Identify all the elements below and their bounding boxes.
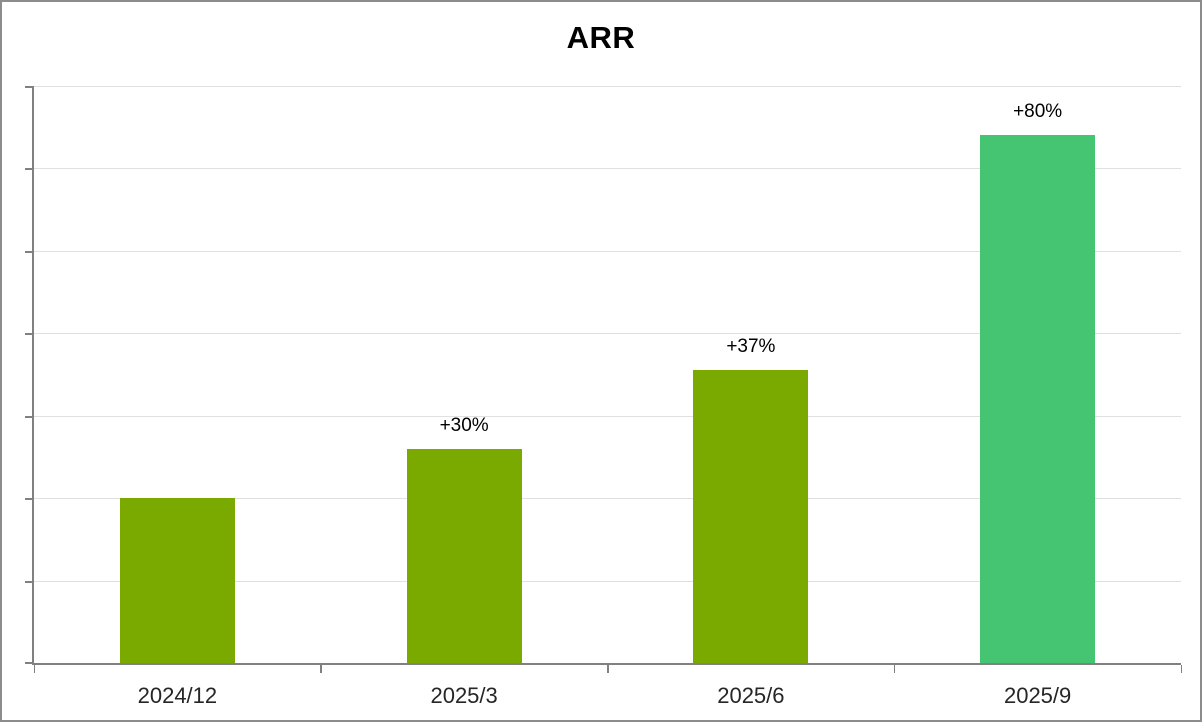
y-axis-tick — [25, 415, 32, 418]
x-axis-tick — [33, 665, 35, 673]
bar-data-label: +30% — [439, 414, 489, 436]
x-axis-tick — [607, 665, 609, 673]
x-axis-label: 2024/12 — [137, 683, 218, 708]
gridline — [34, 168, 1181, 170]
gridline — [34, 86, 1181, 87]
x-axis-tick — [1180, 665, 1182, 673]
x-axis-label: 2025/6 — [717, 683, 785, 708]
gridline — [34, 250, 1181, 252]
y-axis-tick — [25, 333, 32, 336]
bar-2024-12 — [119, 498, 235, 663]
gridline — [34, 333, 1181, 335]
y-axis-tick — [25, 580, 32, 583]
y-axis-tick — [25, 86, 32, 88]
y-axis-tick — [25, 168, 32, 171]
y-axis-tick — [25, 498, 32, 501]
bar-2025-3 — [406, 448, 522, 663]
gridline — [34, 415, 1181, 417]
x-axis-label: 2025/9 — [1003, 683, 1072, 708]
bar-data-label: +37% — [726, 335, 776, 357]
x-axis-tick — [320, 665, 322, 673]
gridline — [34, 498, 1181, 500]
bar-data-label: +80% — [1013, 101, 1063, 123]
y-axis-tick — [25, 662, 32, 664]
chart-title: ARR — [566, 20, 636, 55]
plot-area: 2024/12 +30% 2025/3 +37% 2025/6 +80% 2025/9 — [25, 86, 1182, 708]
x-axis-tick — [893, 665, 896, 673]
y-axis-tick — [25, 250, 32, 253]
bar-2025-6 — [693, 369, 809, 663]
bar-2025-9 — [980, 135, 1096, 663]
x-axis-label: 2025/3 — [430, 683, 498, 708]
gridline — [34, 580, 1181, 582]
